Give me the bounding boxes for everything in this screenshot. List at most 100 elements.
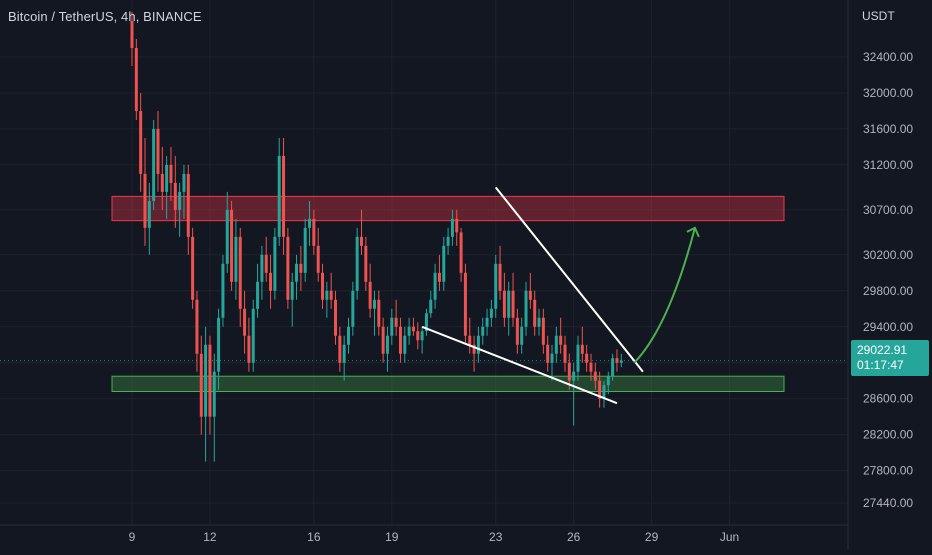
candle-body — [546, 344, 550, 363]
candle-body — [424, 313, 428, 332]
candle-body — [559, 335, 563, 345]
candle-body — [238, 236, 242, 309]
candle-body — [186, 173, 190, 237]
x-tick-label: 9 — [129, 530, 136, 544]
upper-trendline — [494, 186, 644, 373]
candle-body — [541, 317, 545, 345]
projection-arrow-head — [686, 226, 700, 238]
candle-body — [377, 299, 381, 327]
y-tick-label: 32000.00 — [863, 86, 913, 100]
candle-body — [299, 263, 303, 273]
y-tick-label: 27800.00 — [863, 464, 913, 478]
candle-countdown: 01:17:47 — [857, 358, 904, 372]
candle-body — [533, 299, 537, 327]
candle-body — [433, 272, 437, 300]
candle-body — [381, 326, 385, 354]
candle-body — [308, 218, 312, 228]
candle-body — [494, 263, 498, 309]
candle-body — [472, 344, 476, 354]
candle-body — [325, 290, 329, 300]
candle-body — [359, 236, 363, 246]
candle-body — [394, 317, 398, 327]
y-tick-label: 29400.00 — [863, 320, 913, 334]
candle-body — [385, 335, 389, 354]
candle-body — [459, 232, 463, 273]
candle-body — [273, 236, 277, 291]
chart-title: Bitcoin / TetherUS, 4h, BINANCE — [8, 9, 202, 24]
candle-body — [554, 335, 558, 354]
candle-body — [169, 164, 173, 183]
candle-body — [507, 290, 511, 318]
candle-body — [290, 281, 294, 300]
candle-body — [165, 164, 169, 192]
candle-body — [403, 335, 407, 354]
grid — [0, 0, 848, 525]
candle-body — [195, 299, 199, 354]
candle-body — [191, 236, 195, 300]
candle-body — [355, 236, 359, 291]
candle-body — [372, 299, 376, 309]
support-zone — [111, 375, 785, 393]
candle-body — [511, 290, 515, 318]
x-tick-label: 23 — [489, 530, 503, 544]
candle-body — [147, 200, 151, 228]
current-price-value: 29022.91 — [857, 343, 908, 357]
x-tick-label: Jun — [720, 530, 739, 544]
candle-body — [502, 290, 506, 318]
candle-body — [334, 299, 338, 336]
candle-body — [134, 48, 138, 111]
candle-body — [269, 272, 273, 291]
y-tick-label: 32400.00 — [863, 50, 913, 64]
candle-body — [563, 344, 567, 363]
candle-body — [429, 299, 433, 314]
candle-body — [411, 326, 415, 332]
axes: 32400.00 32000.00 31600.00 31200.00 30700.00… — [0, 0, 913, 550]
candle-body — [593, 371, 597, 381]
candle-body — [515, 317, 519, 345]
candle-body — [416, 331, 420, 341]
y-tick-label: 31200.00 — [863, 158, 913, 172]
candle-body — [178, 191, 182, 210]
candle-body — [598, 380, 602, 399]
candle-body — [390, 317, 394, 336]
y-tick-label: 30700.00 — [863, 203, 913, 217]
candle-body — [282, 155, 286, 237]
candle-body — [243, 308, 247, 336]
candle-body — [450, 218, 454, 237]
candle-body — [550, 353, 554, 363]
candle-body — [576, 344, 580, 372]
y-tick-label: 28600.00 — [863, 392, 913, 406]
drawings — [421, 186, 700, 405]
candle-body — [143, 173, 147, 228]
candle-body — [199, 353, 203, 417]
candle-body — [437, 272, 441, 282]
candle-body — [204, 344, 208, 417]
candle-body — [455, 218, 459, 233]
candle-body — [277, 155, 281, 237]
candle-body — [139, 110, 143, 174]
candle-body — [524, 290, 528, 327]
candle-body — [251, 308, 255, 363]
candle-body — [156, 128, 160, 174]
candle-body — [329, 290, 333, 300]
candle-body — [481, 326, 485, 336]
candle-body — [520, 326, 524, 345]
candle-body — [351, 290, 355, 327]
candle-body — [260, 254, 264, 282]
candle-body — [152, 128, 156, 201]
candle-body — [234, 236, 238, 282]
y-tick-label: 29800.00 — [863, 284, 913, 298]
currency-label: USDT — [862, 9, 895, 23]
candle-body — [585, 353, 589, 363]
candle-body — [212, 371, 216, 417]
candle-body — [528, 290, 532, 300]
x-tick-label: 26 — [567, 530, 581, 544]
candle-body — [247, 335, 251, 363]
candle-body — [615, 358, 619, 363]
x-tick-label: 16 — [307, 530, 321, 544]
candle-body — [364, 245, 368, 282]
candle-body — [468, 335, 472, 345]
candle-body — [286, 236, 290, 300]
